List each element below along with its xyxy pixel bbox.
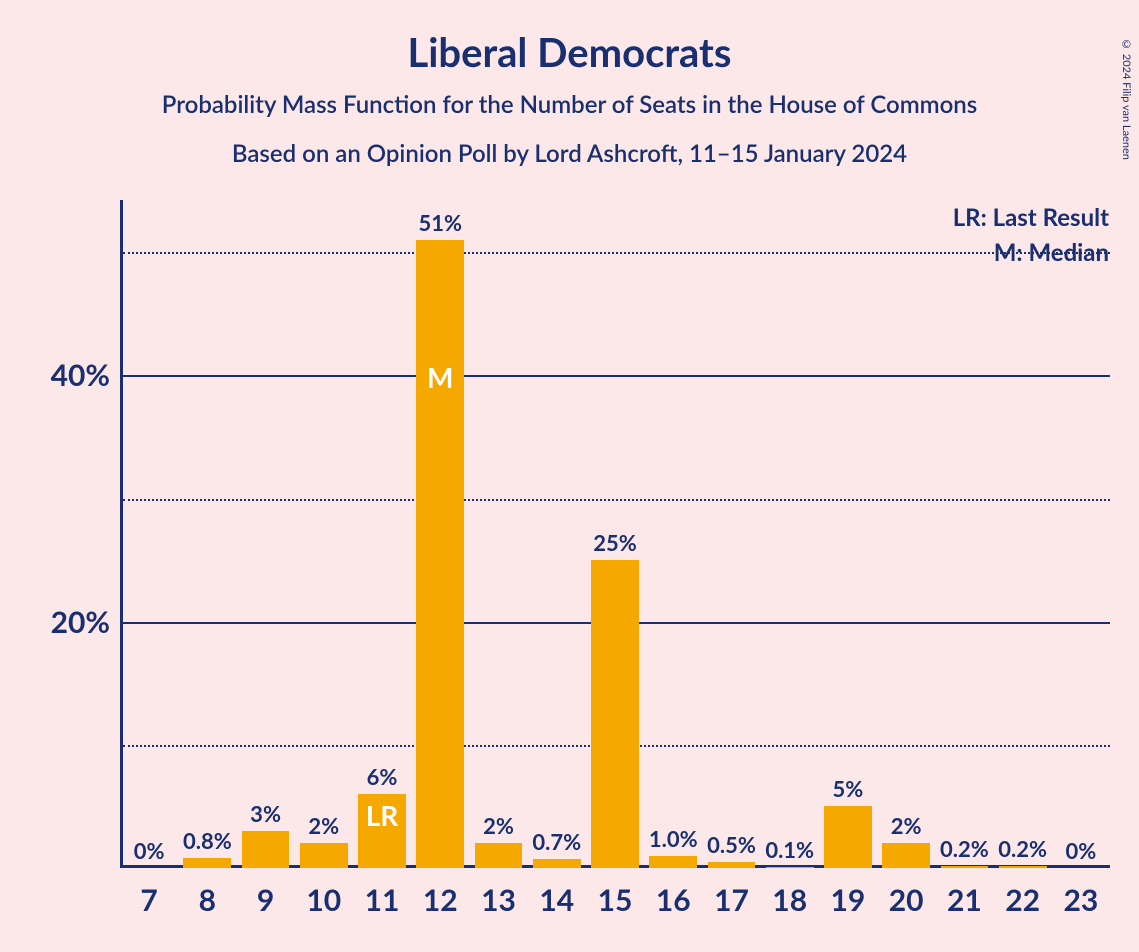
x-axis-label: 8: [199, 868, 216, 918]
bar-annotation: LR: [366, 798, 399, 832]
y-axis-label: 20%: [51, 604, 120, 640]
x-axis-label: 17: [714, 868, 749, 918]
chart-area: 20%40%0%70.8%83%92%106%LR1151%M122%130.7…: [120, 200, 1110, 868]
bar: 6%LR: [358, 794, 406, 868]
x-axis-label: 14: [539, 868, 574, 918]
x-axis-label: 23: [1063, 868, 1098, 918]
bar-value-label: 0.2%: [998, 835, 1047, 866]
bar: 2%: [475, 843, 523, 868]
bar-value-label: 0.5%: [707, 831, 756, 862]
y-axis: [120, 200, 123, 868]
x-axis-label: 12: [423, 868, 458, 918]
chart-title: Liberal Democrats: [0, 28, 1139, 76]
x-axis-label: 21: [947, 868, 982, 918]
copyright-text: © 2024 Filip van Laenen: [1120, 38, 1133, 160]
x-axis-label: 11: [365, 868, 400, 918]
bar-value-label: 0%: [134, 837, 165, 868]
bar: 0.7%: [533, 859, 581, 868]
bar: 2%: [882, 843, 930, 868]
bar-value-label: 6%: [367, 763, 398, 794]
x-axis-label: 13: [481, 868, 516, 918]
x-axis-label: 16: [656, 868, 691, 918]
x-axis-label: 18: [772, 868, 807, 918]
bar-value-label: 2%: [483, 812, 514, 843]
gridline: [123, 252, 1110, 254]
bar: 5%: [824, 806, 872, 868]
bar: 51%M: [416, 240, 464, 868]
x-axis-label: 9: [257, 868, 274, 918]
bar-value-label: 51%: [419, 209, 463, 240]
bar-value-label: 0.1%: [765, 836, 814, 867]
bar-value-label: 0.2%: [940, 835, 989, 866]
bar-value-label: 2%: [891, 812, 922, 843]
bar-value-label: 2%: [308, 812, 339, 843]
bar-value-label: 5%: [833, 775, 864, 806]
gridline: [123, 499, 1110, 501]
x-axis-label: 20: [889, 868, 924, 918]
bar-annotation: M: [427, 360, 453, 394]
bar: 0.8%: [183, 858, 231, 868]
x-axis-label: 22: [1005, 868, 1040, 918]
x-axis-label: 10: [306, 868, 341, 918]
bar: 2%: [300, 843, 348, 868]
bar-value-label: 0.7%: [532, 828, 581, 859]
chart-subtitle-1: Probability Mass Function for the Number…: [0, 90, 1139, 119]
y-axis-label: 40%: [51, 357, 120, 393]
gridline: [123, 375, 1110, 377]
bar: 1.0%: [649, 856, 697, 868]
bar-value-label: 3%: [250, 800, 281, 831]
chart-subtitle-2: Based on an Opinion Poll by Lord Ashcrof…: [0, 139, 1139, 168]
bar: 25%: [591, 560, 639, 868]
x-axis-label: 7: [140, 868, 157, 918]
bar-value-label: 1.0%: [649, 825, 698, 856]
bar-value-label: 25%: [593, 529, 637, 560]
x-axis-label: 19: [831, 868, 866, 918]
bar-value-label: 0%: [1065, 837, 1096, 868]
bar-value-label: 0.8%: [183, 827, 232, 858]
bar: 3%: [242, 831, 290, 868]
x-axis-label: 15: [598, 868, 633, 918]
